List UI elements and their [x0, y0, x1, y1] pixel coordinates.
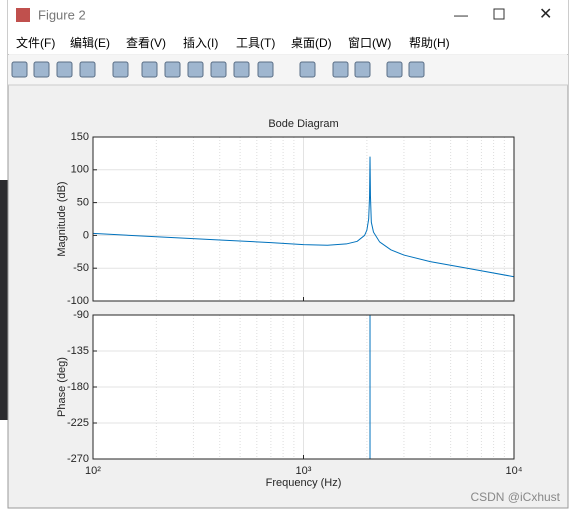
y-tick-label: -50: [73, 262, 89, 274]
axes-box: [92, 136, 515, 302]
y-tick-label: -180: [67, 381, 89, 393]
tool-button[interactable]: [141, 61, 158, 78]
tool-button[interactable]: [332, 61, 349, 78]
data-line: [92, 156, 515, 278]
x-tick-label: 10⁴: [506, 465, 523, 477]
tool-button[interactable]: [299, 61, 316, 78]
tool-button[interactable]: [386, 61, 403, 78]
tool-button[interactable]: [56, 61, 73, 78]
desktop-strip: [0, 180, 8, 420]
y-tick-label: -270: [67, 453, 89, 465]
title-bar: [8, 0, 568, 32]
y-axis-label: Phase (deg): [56, 357, 68, 417]
tool-button[interactable]: [164, 61, 181, 78]
tool-button[interactable]: [33, 61, 50, 78]
y-tick-label: 150: [71, 131, 89, 143]
tool-button[interactable]: [210, 61, 227, 78]
watermark: CSDN @iCxhust: [470, 490, 560, 504]
toolbar: [8, 55, 568, 85]
y-tick-label: 100: [71, 164, 89, 176]
y-tick-label: 0: [83, 229, 89, 241]
y-tick-label: 50: [77, 197, 89, 209]
y-tick-label: -100: [67, 295, 89, 307]
window-title: Figure 2: [38, 7, 86, 22]
tool-button[interactable]: [11, 61, 28, 78]
x-tick-label: 10³: [296, 465, 312, 477]
menu-item[interactable]: 工具(T): [236, 36, 275, 50]
tool-button[interactable]: [233, 61, 250, 78]
menu-item[interactable]: 插入(I): [183, 36, 218, 50]
x-axis-label: Frequency (Hz): [266, 477, 342, 489]
y-tick-label: -90: [73, 309, 89, 321]
menu-item[interactable]: 文件(F): [16, 35, 55, 50]
minimize[interactable]: —: [454, 7, 468, 23]
axes-box: [92, 314, 515, 460]
maximize[interactable]: [493, 8, 505, 20]
y-tick-label: -135: [67, 345, 89, 357]
menu-item[interactable]: 窗口(W): [348, 36, 391, 50]
tool-button[interactable]: [408, 61, 425, 78]
tool-button[interactable]: [354, 61, 371, 78]
tool-button[interactable]: [187, 61, 204, 78]
menu-item[interactable]: 编辑(E): [70, 35, 110, 50]
tool-button[interactable]: [257, 61, 274, 78]
tool-button[interactable]: [112, 61, 129, 78]
app-icon: [16, 8, 30, 22]
tool-button[interactable]: [79, 61, 96, 78]
y-axis-label: Magnitude (dB): [56, 181, 68, 256]
menu-item[interactable]: 桌面(D): [291, 36, 332, 50]
menu-item[interactable]: 帮助(H): [409, 36, 450, 50]
close[interactable]: ✕: [539, 6, 552, 23]
x-tick-label: 10²: [85, 465, 101, 477]
y-tick-label: -225: [67, 417, 89, 429]
chart-title: Bode Diagram: [268, 118, 338, 130]
menu-item[interactable]: 查看(V): [126, 36, 166, 50]
menu-bar: [8, 32, 568, 54]
